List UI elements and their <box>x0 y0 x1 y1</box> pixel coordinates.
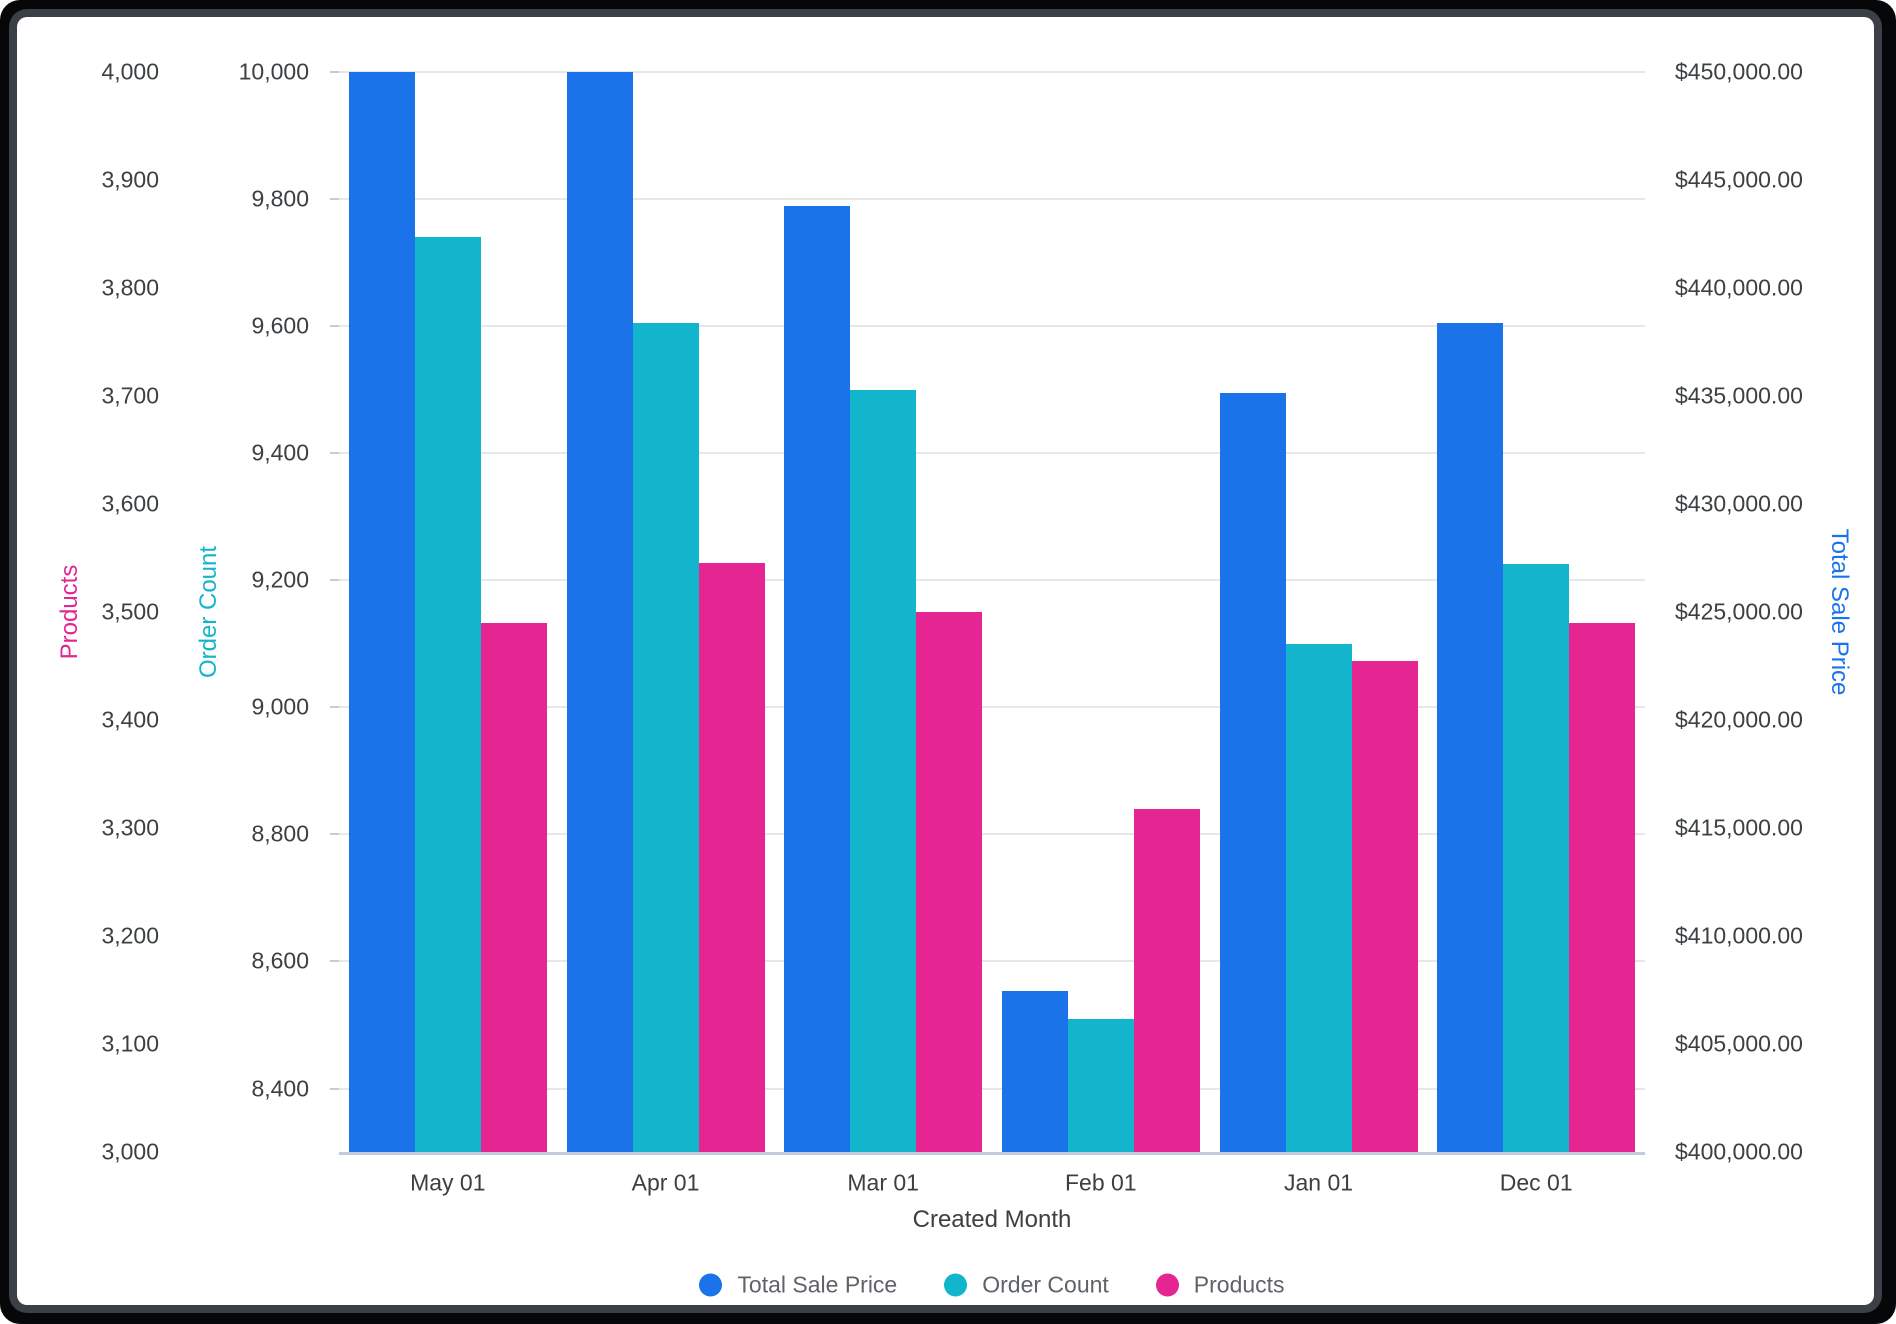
bar-products-apr-01[interactable] <box>698 563 765 1152</box>
products-tick-label: 3,200 <box>101 922 159 949</box>
legend-color-dot <box>699 1273 723 1297</box>
bar-products-feb-01[interactable] <box>1133 808 1200 1152</box>
bar-total-sale-price-mar-01[interactable] <box>784 205 851 1152</box>
legend-item-products[interactable]: Products <box>1155 1271 1285 1298</box>
legend-color-dot <box>944 1273 968 1297</box>
order-count-tick-label: 9,400 <box>251 439 309 466</box>
legend-item-total-sale-price[interactable]: Total Sale Price <box>699 1271 898 1298</box>
order-count-tick-mark <box>330 833 339 836</box>
bar-products-may-01[interactable] <box>480 622 547 1152</box>
bar-total-sale-price-jan-01[interactable] <box>1219 392 1286 1152</box>
bar-products-mar-01[interactable] <box>916 612 983 1152</box>
order-count-tick-mark <box>330 1087 339 1090</box>
gridline <box>339 452 1645 455</box>
order-count-tick-mark <box>330 325 339 328</box>
order-count-tick-label: 10,000 <box>238 58 309 85</box>
bar-total-sale-price-may-01[interactable] <box>348 72 415 1152</box>
products-axis-title: Products <box>56 564 83 660</box>
bar-total-sale-price-feb-01[interactable] <box>1001 991 1068 1152</box>
bar-order-count-feb-01[interactable] <box>1067 1018 1134 1152</box>
order-count-tick-mark <box>330 706 339 709</box>
bar-order-count-mar-01[interactable] <box>850 389 917 1152</box>
gridline <box>339 198 1645 201</box>
order-count-tick-label: 9,200 <box>251 566 309 593</box>
gridline <box>339 833 1645 836</box>
x-axis-tick-label: Mar 01 <box>847 1169 919 1196</box>
products-tick-label: 3,400 <box>101 706 159 733</box>
total-sale-price-tick-label: $410,000.00 <box>1675 922 1803 949</box>
total-sale-price-tick-label: $425,000.00 <box>1675 598 1803 625</box>
legend-label: Products <box>1193 1271 1285 1298</box>
bar-order-count-dec-01[interactable] <box>1503 564 1570 1152</box>
total-sale-price-tick-label: $430,000.00 <box>1675 490 1803 517</box>
products-tick-label: 3,600 <box>101 490 159 517</box>
total-sale-price-tick-label: $435,000.00 <box>1675 382 1803 409</box>
products-tick-label: 3,700 <box>101 382 159 409</box>
bar-total-sale-price-dec-01[interactable] <box>1437 322 1504 1152</box>
x-axis-tick-label: Apr 01 <box>631 1169 700 1196</box>
legend-item-order-count[interactable]: Order Count <box>944 1271 1109 1298</box>
products-tick-label: 3,900 <box>101 166 159 193</box>
order-count-tick-mark <box>330 579 339 582</box>
order-count-tick-label: 9,600 <box>251 312 309 339</box>
products-tick-label: 3,000 <box>101 1138 159 1165</box>
total-sale-price-tick-label: $400,000.00 <box>1675 1138 1803 1165</box>
legend-color-dot <box>1155 1273 1179 1297</box>
x-axis-tick-label: Feb 01 <box>1064 1169 1137 1196</box>
gridline <box>339 71 1645 73</box>
order-count-tick-label: 9,800 <box>251 185 309 212</box>
total-sale-price-tick-label: $420,000.00 <box>1675 706 1803 733</box>
order-count-tick-mark <box>330 198 339 201</box>
bar-total-sale-price-apr-01[interactable] <box>566 72 633 1152</box>
gridlines-layer <box>17 17 1896 1324</box>
order-count-tick-label: 8,600 <box>251 947 309 974</box>
gridline <box>339 706 1645 709</box>
chart-card: May 01 Apr 01 Mar 01 Feb 01 Jan 01 Dec 01 3,0… <box>17 17 1874 1305</box>
order-count-tick-mark <box>330 960 339 963</box>
bar-products-dec-01[interactable] <box>1569 622 1636 1152</box>
order-count-axis-title: Order Count <box>195 545 222 679</box>
total-sale-price-tick-label: $415,000.00 <box>1675 814 1803 841</box>
order-count-tick-label: 9,000 <box>251 693 309 720</box>
x-axis-tick-label: Dec 01 <box>1499 1169 1573 1196</box>
total-sale-price-tick-label: $405,000.00 <box>1675 1030 1803 1057</box>
order-count-tick-mark <box>330 71 339 73</box>
titles-layer: Products Order Count Total Sale Price Cr… <box>17 17 1896 1324</box>
bar-order-count-apr-01[interactable] <box>632 322 699 1152</box>
total-sale-price-tick-label: $445,000.00 <box>1675 166 1803 193</box>
x-axis-tick-label: May 01 <box>410 1169 486 1196</box>
legend-label: Order Count <box>982 1271 1109 1298</box>
bar-products-jan-01[interactable] <box>1351 660 1418 1152</box>
order-count-tick-label: 8,400 <box>251 1075 309 1101</box>
bar-order-count-may-01[interactable] <box>414 237 481 1152</box>
gridline <box>339 325 1645 328</box>
x-axis-line <box>339 1152 1645 1155</box>
order-count-tick-mark <box>330 452 339 455</box>
gridline <box>339 579 1645 582</box>
products-tick-label: 4,000 <box>101 58 159 85</box>
legend-label: Total Sale Price <box>737 1271 898 1298</box>
products-tick-label: 3,800 <box>101 274 159 301</box>
axes-layer: 3,000 3,100 3,200 3,300 3,400 3,500 3,600 3,700… <box>17 17 1896 1324</box>
gridline <box>339 1087 1645 1090</box>
x-axis-title: Created Month <box>912 1206 1072 1233</box>
legend: Total Sale Price Order Count Products <box>339 1271 1645 1298</box>
gridline <box>339 960 1645 963</box>
order-count-tick-label: 8,800 <box>251 820 309 847</box>
total-sale-price-axis-title: Total Sale Price <box>1826 528 1853 696</box>
x-axis-tick-label: Jan 01 <box>1283 1169 1354 1196</box>
products-tick-label: 3,100 <box>101 1030 159 1057</box>
products-tick-label: 3,300 <box>101 814 159 841</box>
total-sale-price-tick-label: $440,000.00 <box>1675 274 1803 301</box>
bars-layer: May 01 Apr 01 Mar 01 Feb 01 Jan 01 Dec 01 <box>17 17 1896 1324</box>
total-sale-price-tick-label: $450,000.00 <box>1675 58 1803 85</box>
bar-order-count-jan-01[interactable] <box>1285 643 1352 1152</box>
products-tick-label: 3,500 <box>101 598 159 625</box>
